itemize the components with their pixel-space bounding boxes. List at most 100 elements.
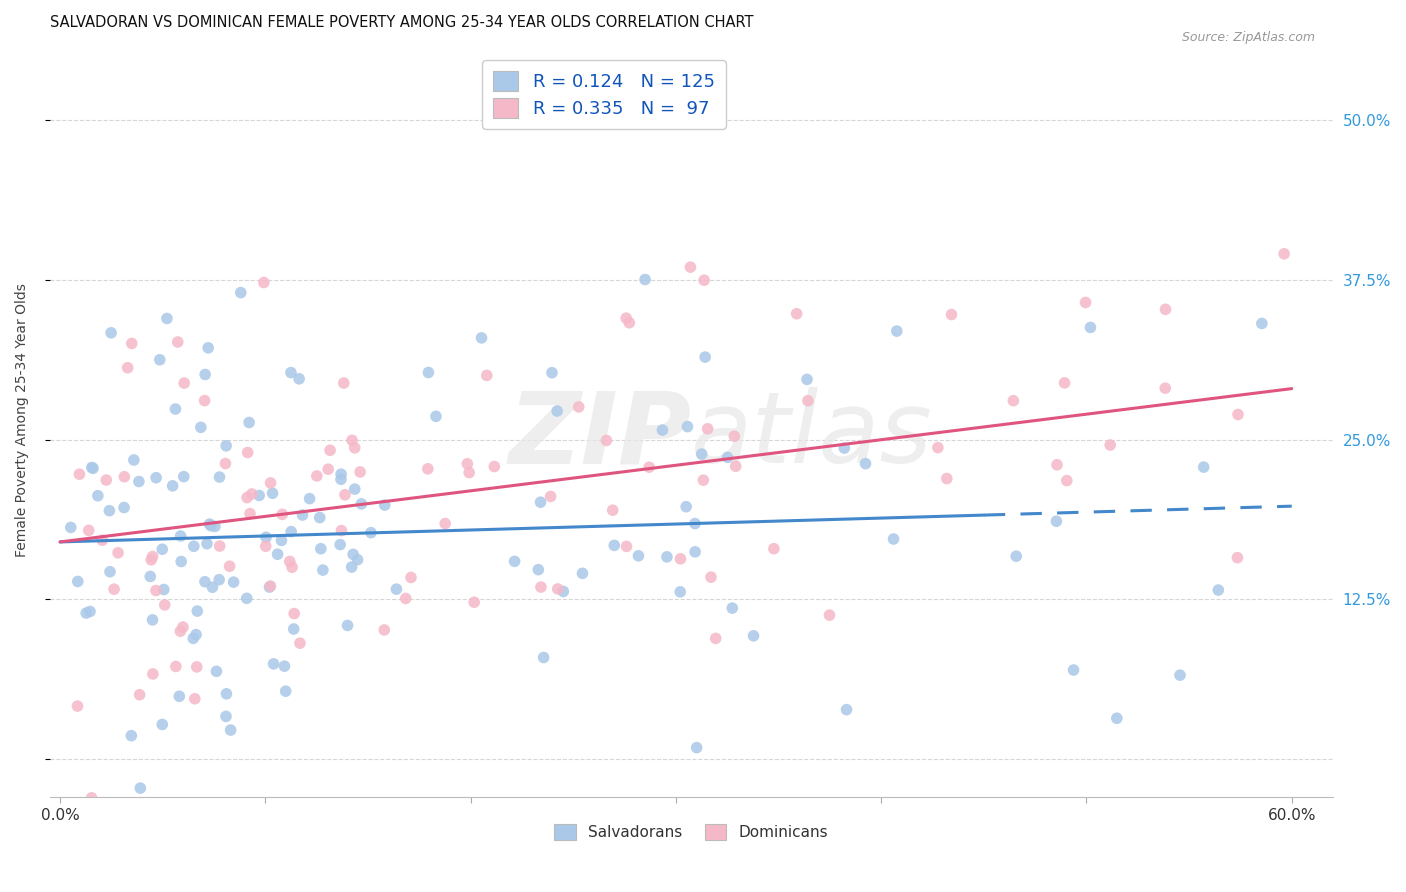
Point [1168,668,1191,682]
Point [373,623,395,637]
Point [721,601,744,615]
Point [247,488,270,502]
Point [112,469,135,483]
Point [319,443,342,458]
Point [312,563,335,577]
Point [475,368,498,383]
Point [603,538,626,552]
Point [266,547,288,561]
Point [59,520,82,534]
Point [651,423,673,437]
Point [291,508,314,522]
Point [679,260,702,274]
Point [568,400,591,414]
Point [503,554,526,568]
Point [638,460,661,475]
Point [270,533,292,548]
Point [240,487,263,501]
Point [941,308,963,322]
Point [238,416,260,430]
Point [1227,408,1250,422]
Point [169,690,191,704]
Point [263,657,285,671]
Legend: Salvadorans, Dominicans: Salvadorans, Dominicans [548,817,834,847]
Point [796,372,818,386]
Point [762,541,785,556]
Y-axis label: Female Poverty Among 25-34 Year Olds: Female Poverty Among 25-34 Year Olds [15,284,30,558]
Point [79,604,101,618]
Point [458,466,481,480]
Point [329,538,352,552]
Point [343,482,366,496]
Point [145,583,167,598]
Point [416,462,439,476]
Point [201,580,224,594]
Point [208,539,231,553]
Point [1208,582,1230,597]
Point [122,453,145,467]
Point [165,659,187,673]
Point [374,498,396,512]
Point [141,613,163,627]
Point [153,582,176,597]
Point [259,580,281,594]
Point [117,360,139,375]
Point [571,566,593,581]
Point [547,582,569,596]
Point [80,460,103,475]
Point [98,504,121,518]
Point [274,684,297,698]
Point [669,551,692,566]
Point [305,469,328,483]
Point [200,518,222,533]
Point [683,516,706,531]
Point [215,687,238,701]
Point [716,450,738,465]
Point [195,537,218,551]
Point [181,632,204,646]
Point [463,595,485,609]
Point [1272,247,1295,261]
Point [1226,550,1249,565]
Point [1099,438,1122,452]
Point [340,434,363,448]
Point [141,553,163,567]
Point [690,447,713,461]
Point [395,591,418,606]
Point [693,273,716,287]
Point [527,563,550,577]
Point [186,604,208,618]
Point [281,560,304,574]
Point [669,584,692,599]
Point [273,659,295,673]
Point [205,665,228,679]
Point [235,591,257,606]
Point [165,402,187,417]
Point [1045,514,1067,528]
Point [692,473,714,487]
Point [835,703,858,717]
Point [330,467,353,482]
Point [742,629,765,643]
Point [683,545,706,559]
Point [259,475,281,490]
Point [614,311,637,326]
Point [529,495,551,509]
Point [540,490,562,504]
Point [254,539,277,553]
Point [1046,458,1069,472]
Point [128,475,150,489]
Point [100,326,122,340]
Point [66,574,89,589]
Point [336,618,359,632]
Text: SALVADORAN VS DOMINICAN FEMALE POVERTY AMONG 25-34 YEAR OLDS CORRELATION CHART: SALVADORAN VS DOMINICAN FEMALE POVERTY A… [49,15,754,30]
Point [208,573,231,587]
Point [676,419,699,434]
Point [855,457,877,471]
Point [695,350,717,364]
Point [219,723,242,737]
Point [184,627,207,641]
Point [236,491,259,505]
Point [194,574,217,589]
Point [204,519,226,533]
